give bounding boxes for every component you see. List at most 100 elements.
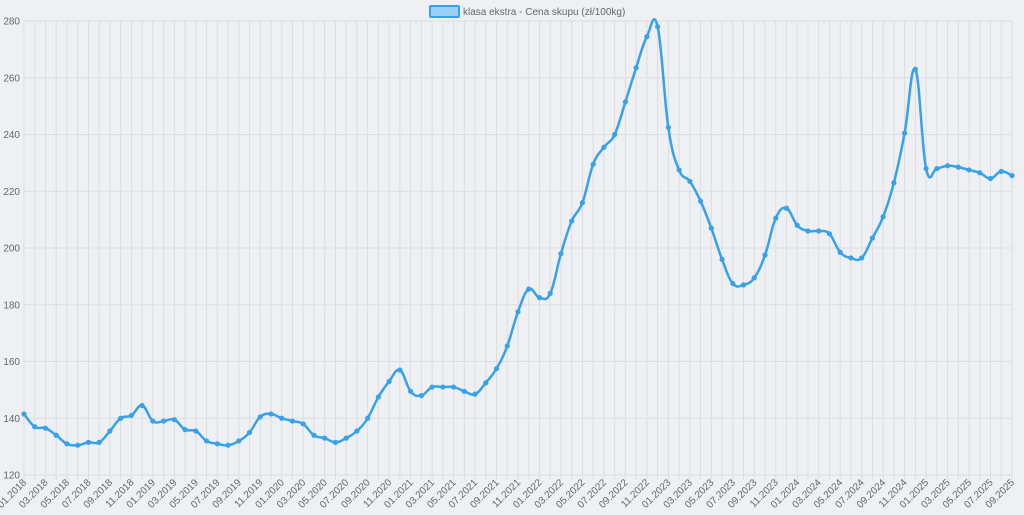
data-point[interactable] <box>1009 173 1015 179</box>
data-point[interactable] <box>268 411 274 417</box>
data-point[interactable] <box>472 391 478 397</box>
y-tick-label: 200 <box>3 244 20 255</box>
legend-label[interactable]: klasa ekstra - Cena skupu (zł/100kg) <box>463 7 625 18</box>
data-point[interactable] <box>408 388 414 394</box>
data-point[interactable] <box>182 427 188 433</box>
data-point[interactable] <box>96 439 102 445</box>
data-point[interactable] <box>343 435 349 441</box>
data-point[interactable] <box>257 414 263 420</box>
data-point[interactable] <box>612 131 618 138</box>
data-point[interactable] <box>719 256 725 262</box>
data-point[interactable] <box>569 218 575 224</box>
data-point[interactable] <box>633 65 639 71</box>
data-point[interactable] <box>966 167 972 173</box>
data-point[interactable] <box>21 411 27 417</box>
data-point[interactable] <box>429 384 435 390</box>
data-point[interactable] <box>386 378 392 384</box>
data-point[interactable] <box>816 228 822 234</box>
data-point[interactable] <box>740 282 747 288</box>
data-point[interactable] <box>601 144 607 150</box>
data-point[interactable] <box>397 367 403 373</box>
data-point[interactable] <box>493 365 500 372</box>
data-point[interactable] <box>515 309 521 315</box>
data-point[interactable] <box>998 168 1004 174</box>
data-point[interactable] <box>730 280 736 287</box>
data-point[interactable] <box>504 343 510 349</box>
data-point[interactable] <box>365 415 371 421</box>
data-point[interactable] <box>622 99 628 105</box>
data-point[interactable] <box>891 180 897 186</box>
legend-swatch[interactable] <box>429 5 460 18</box>
data-point[interactable] <box>773 215 779 221</box>
data-point[interactable] <box>955 164 961 170</box>
data-point[interactable] <box>85 439 92 445</box>
data-point[interactable] <box>354 428 360 434</box>
y-tick-label: 160 <box>3 357 20 368</box>
data-point[interactable] <box>461 388 467 394</box>
data-point[interactable] <box>118 415 124 421</box>
data-point[interactable] <box>214 441 220 447</box>
data-point[interactable] <box>558 251 564 257</box>
data-point[interactable] <box>193 428 199 434</box>
data-point[interactable] <box>322 435 328 441</box>
data-point[interactable] <box>311 432 317 438</box>
data-point[interactable] <box>32 424 38 430</box>
data-point[interactable] <box>590 161 596 167</box>
data-point[interactable] <box>547 290 553 296</box>
data-point[interactable] <box>225 442 231 448</box>
data-point[interactable] <box>859 255 865 261</box>
data-point[interactable] <box>42 425 49 431</box>
data-point[interactable] <box>139 402 145 409</box>
data-point[interactable] <box>75 442 81 448</box>
data-point[interactable] <box>655 24 661 30</box>
data-point[interactable] <box>128 412 134 419</box>
data-point[interactable] <box>665 124 671 131</box>
data-point[interactable] <box>934 165 940 172</box>
data-point[interactable] <box>53 432 59 438</box>
data-point[interactable] <box>944 163 951 169</box>
data-point[interactable] <box>483 380 489 386</box>
data-point[interactable] <box>107 428 113 434</box>
data-point[interactable] <box>161 418 167 424</box>
data-point[interactable] <box>826 231 833 237</box>
data-point[interactable] <box>762 252 768 258</box>
data-point[interactable] <box>751 275 757 281</box>
data-point[interactable] <box>536 295 543 301</box>
data-point[interactable] <box>64 441 70 447</box>
data-point[interactable] <box>246 429 253 436</box>
data-point[interactable] <box>794 222 800 228</box>
data-point[interactable] <box>300 421 306 427</box>
data-point[interactable] <box>171 417 177 423</box>
data-point[interactable] <box>440 384 446 390</box>
data-point[interactable] <box>289 418 296 424</box>
data-point[interactable] <box>923 165 929 172</box>
data-point[interactable] <box>375 394 381 400</box>
data-point[interactable] <box>869 235 875 241</box>
data-point[interactable] <box>150 418 156 424</box>
data-point[interactable] <box>805 228 811 234</box>
data-point[interactable] <box>526 286 532 292</box>
data-point[interactable] <box>676 167 682 173</box>
data-point[interactable] <box>418 392 424 399</box>
data-point[interactable] <box>579 200 586 206</box>
data-point[interactable] <box>332 439 339 445</box>
legend[interactable]: klasa ekstra - Cena skupu (zł/100kg) <box>429 5 625 18</box>
y-tick-label: 120 <box>3 471 20 482</box>
data-point[interactable] <box>837 249 843 255</box>
data-point[interactable] <box>912 66 918 72</box>
data-point[interactable] <box>279 415 285 421</box>
data-point[interactable] <box>687 178 693 184</box>
data-point[interactable] <box>708 225 714 231</box>
data-point[interactable] <box>987 175 994 182</box>
data-point[interactable] <box>783 205 790 211</box>
data-point[interactable] <box>902 130 908 136</box>
data-point[interactable] <box>880 214 886 220</box>
data-point[interactable] <box>644 34 650 40</box>
data-point[interactable] <box>450 384 457 390</box>
data-point[interactable] <box>697 198 704 204</box>
data-point[interactable] <box>848 255 854 261</box>
data-point[interactable] <box>977 170 983 176</box>
data-point[interactable] <box>236 438 242 444</box>
data-point[interactable] <box>203 438 210 444</box>
